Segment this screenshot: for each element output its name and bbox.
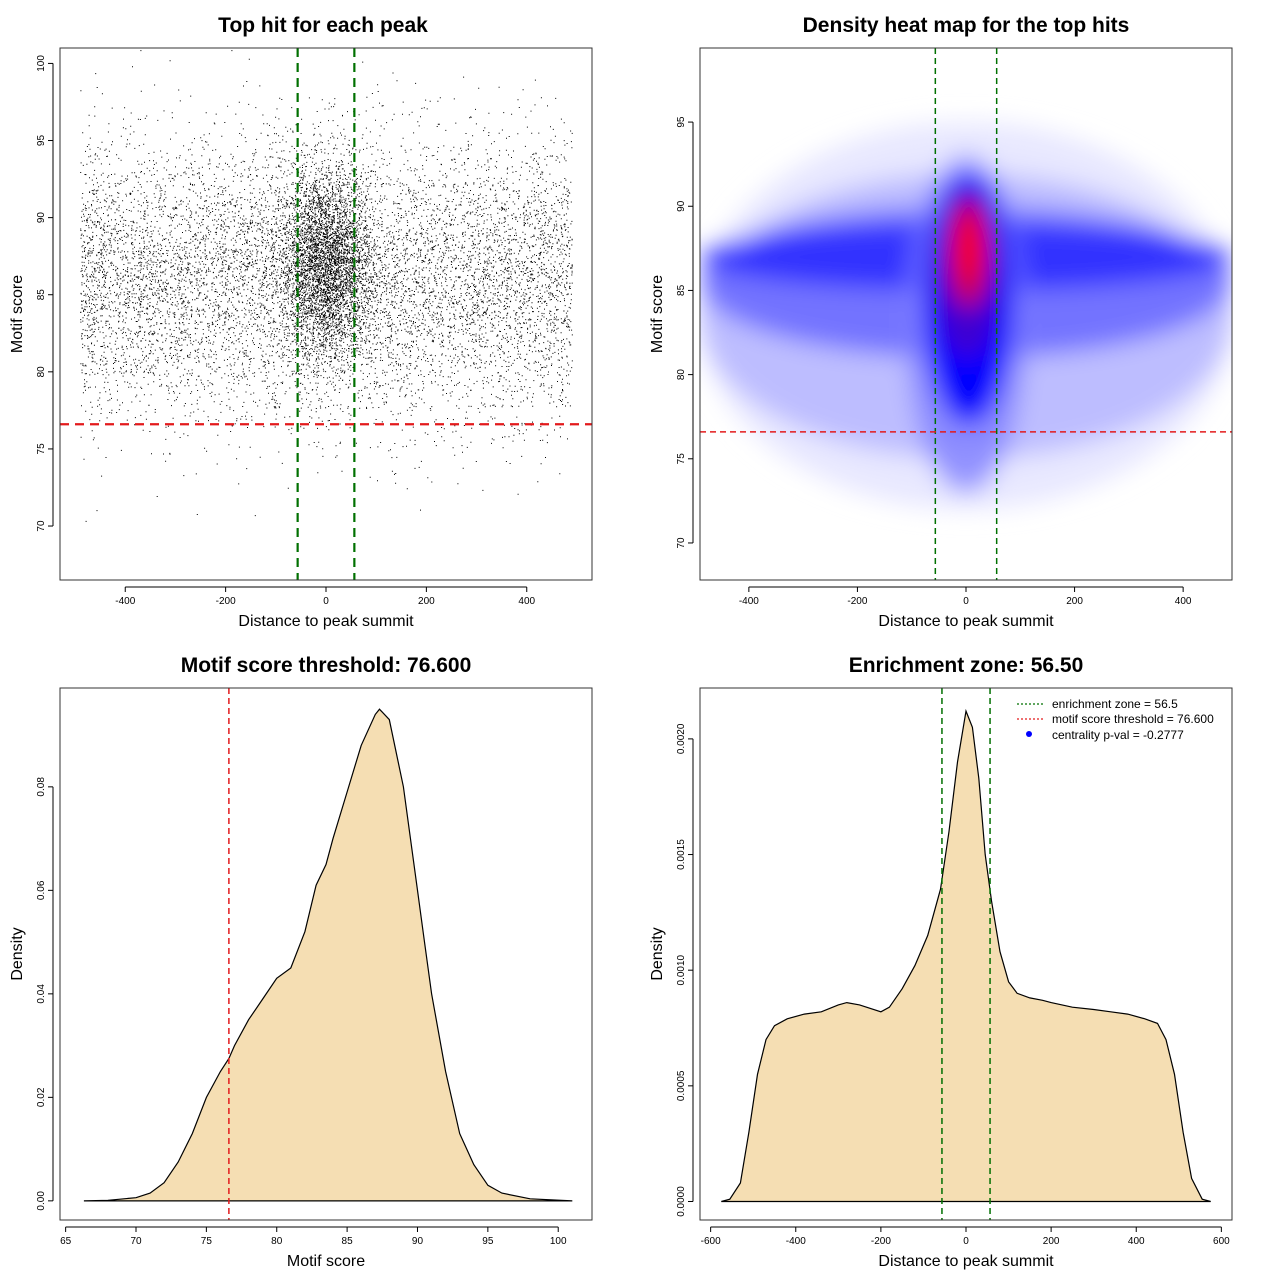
- panel1-title: Top hit for each peak: [218, 14, 428, 37]
- p3-x-tick-label: 100: [550, 1236, 567, 1247]
- panel3-plot-frame: [59, 687, 593, 1221]
- panel3-ylabel: Density: [9, 927, 26, 980]
- p2-y-tick-label: 95: [676, 116, 687, 128]
- panel-heatmap: Density heat map for the top hits -400 -2…: [649, 14, 1233, 630]
- panel1-x-axis: -400 -200 0 200 400: [115, 586, 536, 607]
- panel2-ylabel: Motif score: [649, 275, 666, 353]
- p2-y-tick-label: 70: [676, 537, 687, 549]
- p4-x-tick-label: -200: [871, 1236, 891, 1247]
- score-density-curve: [83, 708, 573, 1202]
- legend-pval-dot: [1026, 731, 1032, 737]
- p4-x-tick-label: 400: [1128, 1236, 1145, 1247]
- p3-x-tick-label: 90: [412, 1236, 424, 1247]
- p1-x-tick-label: 400: [518, 596, 535, 607]
- p3-x-tick-label: 75: [201, 1236, 213, 1247]
- panel1-reference-lines: [60, 48, 592, 580]
- p3-y-tick-label: 0.04: [36, 984, 47, 1004]
- legend-pval-label: centrality p-val = -0.2777: [1052, 728, 1184, 742]
- p3-x-tick-label: 85: [342, 1236, 354, 1247]
- panel1-plot-frame: [59, 47, 593, 581]
- panel4-y-axis: 0.0000 0.0005 0.0010 0.0015 0.0020: [676, 723, 694, 1217]
- panel3-y-axis: 0.00 0.02 0.04 0.06 0.08: [36, 777, 54, 1211]
- p4-x-tick-label: 200: [1043, 1236, 1060, 1247]
- panel4-plot-frame: [699, 687, 1233, 1221]
- p4-y-tick-label: 0.0005: [676, 1070, 687, 1101]
- p1-y-tick-label: 75: [36, 443, 47, 455]
- panel2-y-axis: 70 75 80 85 90 95: [676, 116, 694, 549]
- p3-y-tick-label: 0.08: [36, 777, 47, 797]
- panel4-reference-lines: [941, 688, 991, 1220]
- panel4-legend: enrichment zone = 56.5 motif score thres…: [1017, 697, 1214, 742]
- panel2-xlabel: Distance to peak summit: [878, 613, 1054, 630]
- p4-x-tick-label: -600: [701, 1236, 721, 1247]
- p3-x-tick-label: 65: [60, 1236, 72, 1247]
- p1-y-tick-label: 85: [36, 289, 47, 301]
- p4-y-tick-label: 0.0010: [676, 954, 687, 985]
- p1-y-tick-label: 80: [36, 366, 47, 378]
- p3-x-tick-label: 70: [130, 1236, 142, 1247]
- panel4-x-axis: -600 -400 -200 0 200 400 600: [701, 1226, 1230, 1247]
- p1-y-tick-label: 95: [36, 135, 47, 147]
- heatmap-density-layers: [700, 122, 1232, 510]
- heatmap-density-blob: [957, 214, 980, 283]
- p1-y-tick-label: 100: [36, 55, 47, 72]
- p4-x-tick-label: 0: [963, 1236, 969, 1247]
- p4-y-tick-label: 0.0015: [676, 839, 687, 870]
- p4-y-tick-label: 0.0000: [676, 1186, 687, 1217]
- p3-y-tick-label: 0.06: [36, 880, 47, 900]
- p2-x-tick-label: -200: [847, 596, 867, 607]
- panel3-xlabel: Motif score: [287, 1253, 365, 1270]
- panel1-y-axis: 70 75 80 85 90 95 100: [36, 55, 54, 532]
- p4-y-tick-label: 0.0020: [676, 723, 687, 754]
- p2-y-tick-label: 75: [676, 453, 687, 465]
- panel-scatter: Top hit for each peak -400 -200 0 200 400 70…: [9, 14, 593, 630]
- p1-y-tick-label: 70: [36, 520, 47, 532]
- p1-x-tick-label: 0: [323, 596, 329, 607]
- p1-x-tick-label: 200: [418, 596, 435, 607]
- p3-y-tick-label: 0.02: [36, 1087, 47, 1107]
- p2-y-tick-label: 80: [676, 369, 687, 381]
- p3-y-tick-label: 0.00: [36, 1191, 47, 1211]
- p2-y-tick-label: 90: [676, 200, 687, 212]
- legend-enrichment-label: enrichment zone = 56.5: [1052, 697, 1178, 711]
- panel1-ylabel: Motif score: [9, 275, 26, 353]
- p2-x-tick-label: 0: [963, 596, 969, 607]
- panel1-xlabel: Distance to peak summit: [238, 613, 414, 630]
- scatter-point-cloud: [80, 50, 573, 522]
- density-heatmap: [700, 48, 1232, 580]
- panel2-x-axis: -400 -200 0 200 400: [739, 586, 1192, 607]
- panel-score-density: Motif score threshold: 76.600 65 70 75 80 85…: [9, 654, 593, 1270]
- p1-y-tick-label: 90: [36, 212, 47, 224]
- panel4-xlabel: Distance to peak summit: [878, 1253, 1054, 1270]
- p2-y-tick-label: 85: [676, 284, 687, 296]
- panel3-x-axis: 65 70 75 80 85 90 95 100: [60, 1226, 567, 1247]
- legend-threshold-label: motif score threshold = 76.600: [1052, 712, 1214, 726]
- panel2-plot-frame: [699, 47, 1233, 581]
- panel-distance-density: Enrichment zone: 56.50 -600 -400 -200 0 200 4…: [649, 654, 1233, 1270]
- p2-x-tick-label: 400: [1175, 596, 1192, 607]
- p2-x-tick-label: -400: [739, 596, 759, 607]
- p1-x-tick-label: -400: [115, 596, 135, 607]
- panel4-title: Enrichment zone: 56.50: [849, 654, 1084, 677]
- panel2-reference-lines: [700, 48, 1232, 580]
- p2-x-tick-label: 200: [1066, 596, 1083, 607]
- p1-x-tick-label: -200: [216, 596, 236, 607]
- p4-x-tick-label: 600: [1213, 1236, 1230, 1247]
- panel3-title: Motif score threshold: 76.600: [181, 654, 472, 677]
- p3-x-tick-label: 95: [482, 1236, 494, 1247]
- p3-x-tick-label: 80: [271, 1236, 283, 1247]
- panel4-ylabel: Density: [649, 927, 666, 980]
- distance-density-curve: [721, 708, 1211, 1203]
- scatter-points: [80, 50, 573, 522]
- panel2-title: Density heat map for the top hits: [803, 14, 1130, 37]
- p4-x-tick-label: -400: [786, 1236, 806, 1247]
